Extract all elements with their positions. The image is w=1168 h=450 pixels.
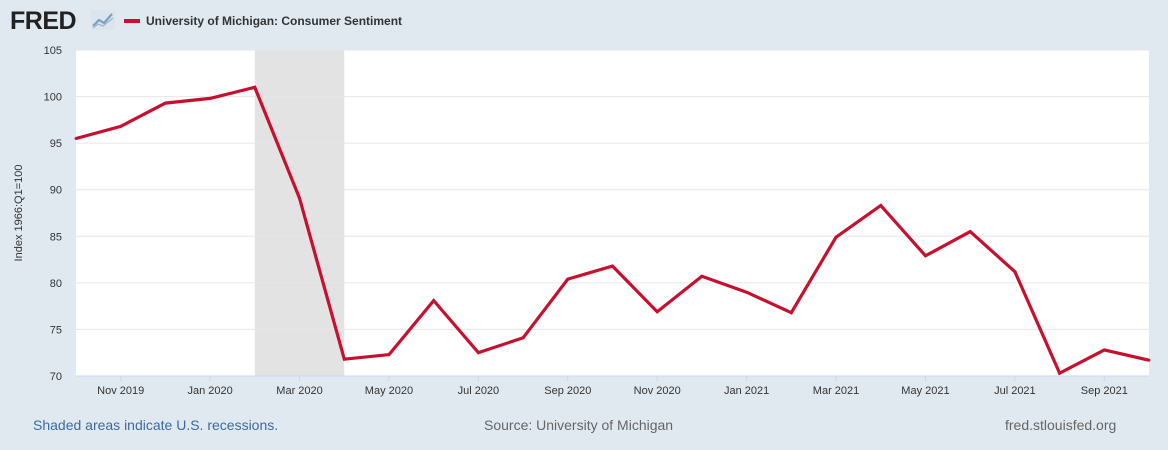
x-tick-label: May 2021 (901, 385, 949, 397)
data-point (298, 196, 301, 200)
recession-note: Shaded areas indicate U.S. recessions. (33, 417, 279, 433)
data-point (342, 357, 346, 361)
x-tick-label: Nov 2019 (97, 385, 144, 397)
y-tick-label: 100 (44, 92, 62, 104)
x-tick-label: Jul 2020 (458, 385, 500, 397)
y-tick-label: 95 (50, 138, 62, 150)
recession-shade (254, 50, 345, 376)
data-point (924, 254, 927, 258)
data-point (700, 274, 704, 278)
y-tick-label: 70 (50, 371, 62, 383)
y-tick-label: 85 (50, 231, 62, 243)
data-point (655, 310, 659, 314)
y-tick-label: 75 (50, 324, 62, 336)
data-point (208, 97, 212, 100)
fred-logo[interactable]: FRED (10, 7, 77, 35)
data-point (611, 264, 614, 268)
x-tick-label: Mar 2020 (276, 385, 322, 397)
x-tick-label: Jan 2020 (187, 385, 232, 397)
source-note: Source: University of Michigan (484, 417, 674, 433)
y-tick-label: 105 (44, 45, 62, 57)
data-point (119, 124, 123, 128)
data-point (387, 353, 391, 356)
data-point (1102, 348, 1106, 352)
site-url[interactable]: fred.stlouisfed.org (1005, 417, 1117, 433)
data-point (834, 235, 838, 239)
data-point (879, 204, 883, 207)
data-point (1058, 371, 1061, 375)
x-tick-label: Mar 2021 (813, 385, 859, 397)
y-tick-label: 80 (50, 278, 62, 290)
legend-swatch (124, 19, 140, 23)
x-tick-label: Sep 2020 (544, 385, 591, 397)
y-axis-label: Index 1966:Q1=100 (13, 165, 25, 262)
trend-line-chart-icon (91, 10, 115, 30)
plot-area (76, 50, 1149, 376)
chart-legend: University of Michigan: Consumer Sentime… (124, 12, 402, 30)
chart-header: FRED University of Michigan: Consumer Se… (0, 0, 1168, 44)
data-point (253, 85, 257, 89)
data-point (74, 137, 78, 140)
data-point (476, 351, 480, 355)
data-point (968, 230, 972, 234)
data-point (566, 277, 570, 281)
data-point (1013, 270, 1017, 274)
data-point (432, 299, 436, 302)
data-point (164, 101, 167, 105)
x-tick-label: Sep 2021 (1081, 385, 1128, 397)
legend-label: University of Michigan: Consumer Sentime… (146, 14, 403, 28)
data-point (745, 290, 749, 294)
x-tick-label: Jan 2021 (724, 385, 769, 397)
data-point (521, 336, 525, 340)
x-tick-label: May 2020 (365, 385, 413, 397)
data-point (1147, 358, 1151, 362)
y-tick-label: 90 (50, 185, 62, 197)
data-point (789, 311, 793, 315)
x-tick-label: Nov 2020 (634, 385, 681, 397)
x-tick-label: Jul 2021 (994, 385, 1036, 397)
